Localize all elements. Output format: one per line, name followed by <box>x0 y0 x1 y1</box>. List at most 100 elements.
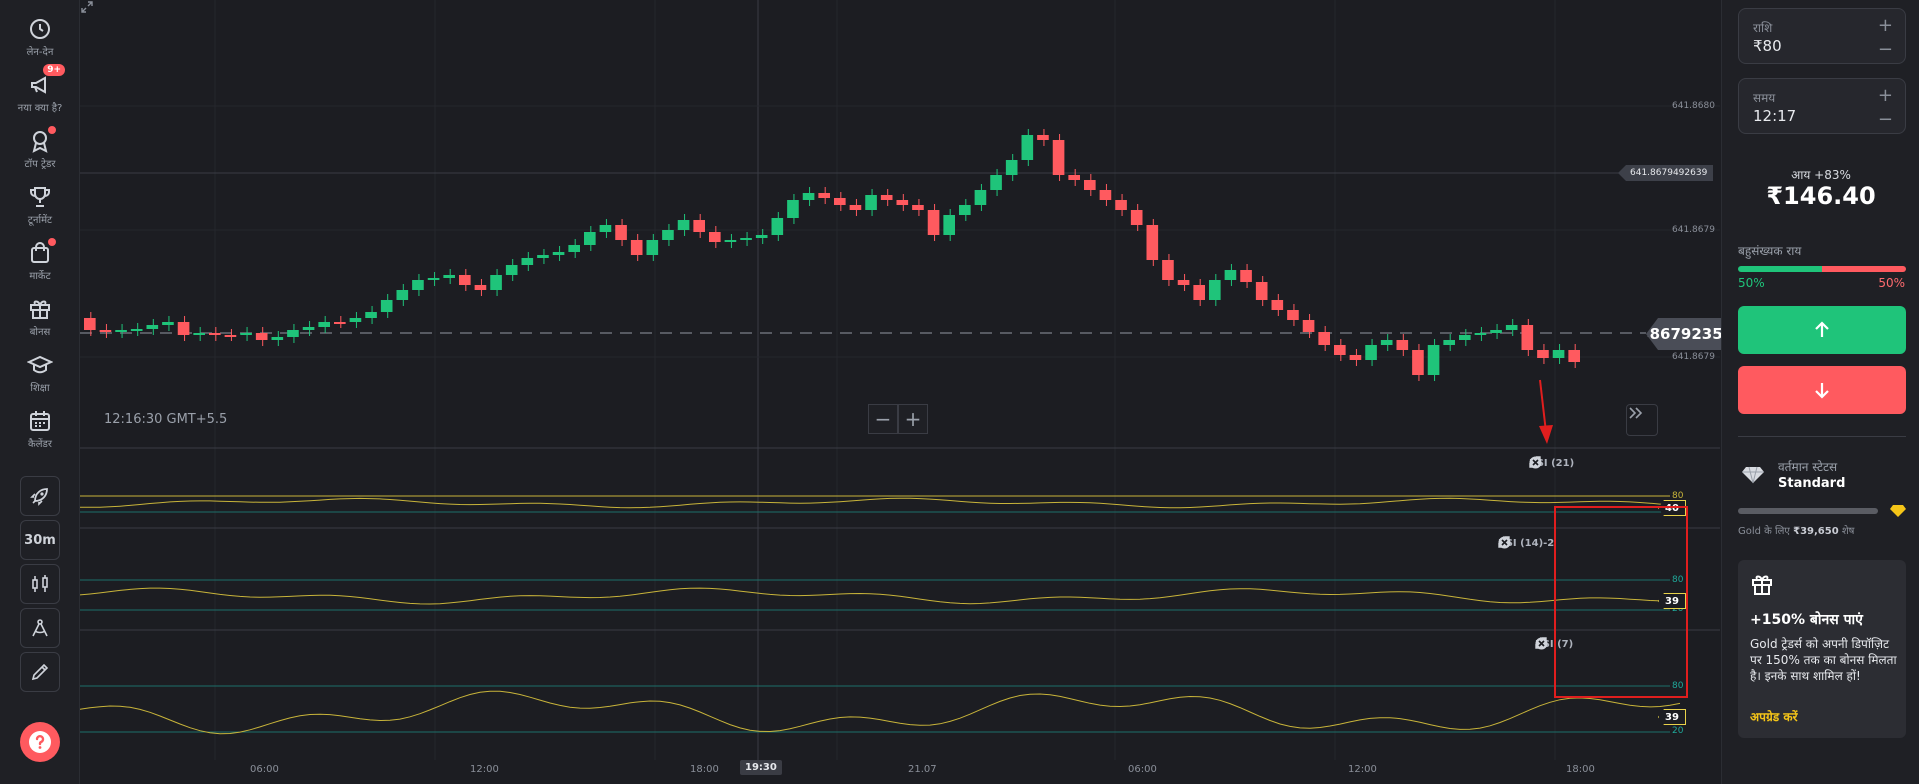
candle-body <box>896 200 909 205</box>
time-decrease-button[interactable]: − <box>1877 109 1893 130</box>
chart-type-button[interactable] <box>20 564 60 604</box>
pencil-tool-button[interactable] <box>20 652 60 692</box>
fullscreen-icon[interactable] <box>80 0 94 14</box>
amount-decrease-button[interactable]: − <box>1877 39 1893 60</box>
sidebar-item-calendar[interactable]: कैलेंडर <box>0 408 80 450</box>
sidebar-item-market[interactable]: मार्केट <box>0 238 80 282</box>
candle-body <box>849 205 862 210</box>
x-axis-label: 12:00 <box>1348 764 1377 775</box>
price-chart[interactable] <box>80 0 1720 784</box>
gift-icon <box>1752 575 1772 595</box>
chart-area[interactable]: 12:16:30 GMT+5.5 − + 641.8680 641.8679 6… <box>80 0 1766 784</box>
majority-up-percent: 50% <box>1738 276 1765 290</box>
candle-body <box>427 278 440 280</box>
drawing-tools-button[interactable] <box>20 608 60 648</box>
gold-requirement-note: Gold के लिए ₹39,650 शेष <box>1738 523 1854 537</box>
chevrons-right-icon <box>1629 407 1643 419</box>
clock-icon <box>27 16 53 42</box>
candle-body <box>802 193 815 200</box>
close-icon[interactable] <box>1529 456 1670 470</box>
candle-body <box>177 322 190 335</box>
candle-body <box>1490 330 1502 333</box>
price-axis-label: 641.8679 <box>1672 352 1715 362</box>
candle-body <box>709 232 721 242</box>
x-axis-label: 06:00 <box>1128 764 1157 775</box>
candle-body <box>115 330 127 332</box>
candle-body <box>1146 225 1159 260</box>
time-increase-button[interactable]: + <box>1877 85 1893 106</box>
candle-body <box>1537 350 1549 358</box>
help-button[interactable] <box>20 722 60 762</box>
candle-body <box>599 225 612 232</box>
sidebar-item-transactions[interactable]: लेन-देन <box>0 16 80 58</box>
candle-body <box>1552 350 1565 358</box>
candle-body <box>349 318 362 322</box>
candle-body <box>365 312 377 318</box>
compass-icon <box>32 619 48 637</box>
server-time: 12:16:30 GMT+5.5 <box>104 412 228 427</box>
rocket-tool-button[interactable] <box>20 476 60 516</box>
candle-body <box>1443 340 1455 345</box>
candle-body <box>193 333 205 335</box>
sidebar-item-label: शिक्षा <box>30 383 50 394</box>
rsi-level-label: 80 <box>1672 491 1684 501</box>
candle-body <box>1224 270 1237 280</box>
sidebar-item-label: नया क्या है? <box>17 103 63 114</box>
timeframe-button[interactable]: 30m <box>20 520 60 560</box>
candle-body <box>880 195 893 200</box>
candle-body <box>1052 140 1065 175</box>
candle-body <box>1115 200 1127 210</box>
candle-body <box>912 205 924 210</box>
sidebar-item-education[interactable]: शिक्षा <box>0 352 80 394</box>
candle-body <box>1302 320 1315 332</box>
pencil-icon <box>31 663 49 681</box>
trophy-icon <box>27 184 53 210</box>
expand-icon[interactable] <box>1529 456 1646 470</box>
candle-body <box>630 240 643 255</box>
payout-value: ₹146.40 <box>1766 182 1876 210</box>
sidebar-item-tournaments[interactable]: टूर्नामेंट <box>0 184 80 226</box>
rsi-21-line <box>80 497 1681 509</box>
gear-icon[interactable] <box>1530 456 1598 470</box>
amount-increase-button[interactable]: + <box>1877 15 1893 36</box>
close-icon[interactable] <box>1498 536 1674 550</box>
candle-body <box>1459 335 1471 340</box>
candlestick-icon <box>32 575 48 592</box>
amount-value[interactable]: ₹80 <box>1753 37 1782 55</box>
x-axis-label: 12:00 <box>470 764 499 775</box>
scroll-to-latest-button[interactable] <box>1626 404 1658 436</box>
zoom-out-button[interactable]: − <box>868 404 898 434</box>
amount-field[interactable]: राशि ₹80 + − <box>1738 8 1906 64</box>
candle-body <box>334 322 346 324</box>
x-axis-label: 18:00 <box>690 764 719 775</box>
rsi-21-header: RSI (21) <box>1529 456 1670 470</box>
buy-up-button[interactable] <box>1738 306 1906 354</box>
candle-body <box>146 325 159 329</box>
candle-body <box>1193 285 1205 300</box>
sidebar-item-bonus[interactable]: बोनस <box>0 296 80 338</box>
time-value[interactable]: 12:17 <box>1753 107 1797 125</box>
candle-body <box>974 190 987 205</box>
candle-body <box>1255 282 1268 300</box>
gold-note-prefix: Gold के लिए <box>1738 526 1790 537</box>
crosshair-time-label: 19:30 <box>740 760 782 775</box>
sell-down-button[interactable] <box>1738 366 1906 414</box>
calendar-icon <box>27 408 53 434</box>
zoom-in-button[interactable]: + <box>898 404 928 434</box>
time-field[interactable]: समय 12:17 + − <box>1738 78 1906 134</box>
sidebar-item-top-traders[interactable]: टॉप ट्रेडर <box>0 126 80 170</box>
rocket-icon <box>30 488 48 506</box>
bonus-description: Gold ट्रेडर्स को अपनी डिपॉज़िट पर 150% त… <box>1750 637 1897 683</box>
candle-body <box>662 230 674 240</box>
candle-body <box>1427 345 1440 375</box>
sidebar-item-whats-new[interactable]: 9+ नया क्या है? <box>0 64 80 114</box>
arrow-up-icon <box>1815 321 1829 337</box>
upgrade-link[interactable]: अपग्रेड करें <box>1750 710 1798 724</box>
arrow-down-icon[interactable] <box>1530 456 1622 470</box>
candle-body <box>834 198 846 205</box>
candle-body <box>865 195 877 210</box>
majority-opinion-bar <box>1738 266 1906 272</box>
candle-body <box>1130 210 1143 225</box>
close-icon[interactable] <box>1535 637 1669 651</box>
time-label: समय <box>1753 91 1776 105</box>
